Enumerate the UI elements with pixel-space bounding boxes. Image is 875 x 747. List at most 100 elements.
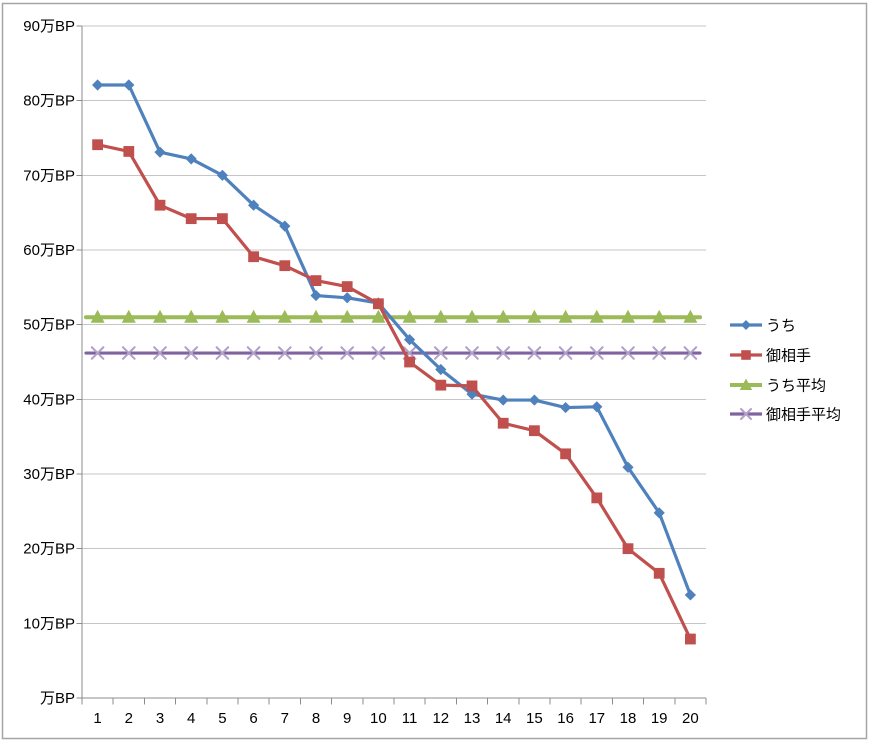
marker-uchi-heikin-triangle-icon	[402, 309, 417, 323]
marker-oaite-heikin-x-icon	[465, 346, 479, 360]
marker-oaite-square-icon	[622, 543, 634, 555]
marker-uchi-diamond-icon	[248, 199, 260, 211]
marker-oaite-heikin-x-icon	[215, 346, 230, 360]
marker-uchi-diamond-icon	[684, 589, 696, 601]
marker-uchi-diamond-icon	[92, 79, 104, 91]
x-axis-label: 12	[432, 710, 449, 727]
marker-uchi-diamond-icon	[123, 79, 135, 91]
legend-label-oaite: 御相手	[766, 348, 811, 365]
marker-uchi-diamond-icon	[560, 401, 572, 414]
x-axis-label: 20	[682, 710, 699, 727]
marker-oaite-square-icon	[123, 146, 135, 157]
marker-oaite-heikin-x-icon	[122, 346, 136, 360]
marker-oaite-heikin-x-icon	[246, 346, 261, 360]
series-oaite-heikin	[84, 346, 702, 360]
marker-uchi-heikin-triangle-icon	[465, 309, 479, 323]
marker-uchi-diamond-icon	[741, 320, 751, 330]
y-axis-label: 万BP	[40, 690, 75, 707]
y-axis-label: 30万BP	[23, 466, 75, 483]
marker-uchi-diamond-icon	[404, 334, 416, 346]
x-axis-label: 7	[281, 710, 289, 727]
marker-uchi-heikin-triangle-icon	[683, 309, 698, 323]
marker-uchi-heikin-triangle-icon	[496, 309, 511, 323]
marker-uchi-heikin-triangle-icon	[589, 309, 604, 323]
x-axis-label: 13	[464, 710, 481, 727]
marker-oaite-square-icon	[529, 425, 540, 437]
marker-uchi-diamond-icon	[591, 401, 603, 413]
marker-uchi-heikin-triangle-icon	[739, 378, 753, 390]
marker-oaite-square-icon	[92, 139, 103, 151]
x-axis-label: 6	[249, 710, 257, 727]
marker-oaite-square-icon	[248, 251, 259, 263]
y-axis-label: 80万BP	[23, 93, 75, 110]
marker-uchi-heikin-triangle-icon	[652, 309, 667, 323]
marker-oaite-heikin-x-icon	[90, 346, 105, 360]
x-axis-label: 3	[156, 710, 164, 727]
marker-uchi-diamond-icon	[279, 220, 291, 232]
marker-oaite-heikin-x-icon	[340, 346, 354, 360]
chart-frame-border	[1, 2, 868, 740]
x-axis-label: 15	[526, 710, 543, 727]
marker-uchi-heikin-triangle-icon	[558, 309, 573, 323]
marker-uchi-heikin-triangle-icon	[309, 309, 323, 323]
marker-oaite-square-icon	[217, 213, 228, 225]
marker-uchi-diamond-icon	[216, 169, 228, 181]
y-axis-label: 20万BP	[23, 541, 75, 558]
legend-item-oaite: 御相手	[730, 348, 811, 365]
marker-uchi-diamond-icon	[622, 461, 634, 473]
x-axis-label: 10	[370, 710, 387, 727]
marker-oaite-square-icon	[653, 567, 665, 579]
x-axis-label: 4	[187, 710, 195, 727]
y-axis-label: 10万BP	[23, 615, 75, 632]
legend-item-uchi: うち	[730, 318, 796, 335]
axes	[76, 25, 707, 705]
marker-oaite-square-icon	[591, 492, 603, 504]
marker-oaite-heikin-x-icon	[434, 346, 448, 360]
marker-uchi-diamond-icon	[185, 153, 197, 165]
marker-oaite-square-icon	[560, 448, 571, 460]
marker-oaite-square-icon	[685, 633, 696, 645]
x-axis-label: 18	[620, 710, 637, 727]
marker-oaite-heikin-x-icon	[527, 346, 542, 360]
legend-item-oaite-heikin: 御相手平均	[730, 407, 841, 424]
legend-label-uchi: うち	[766, 318, 796, 335]
marker-uchi-diamond-icon	[435, 363, 447, 376]
marker-uchi-diamond-icon	[497, 394, 509, 406]
y-axis-label: 60万BP	[23, 242, 75, 259]
marker-oaite-square-icon	[373, 298, 384, 310]
marker-uchi-heikin-triangle-icon	[371, 309, 386, 323]
marker-oaite-heikin-x-icon	[590, 346, 604, 360]
marker-oaite-square-icon	[497, 417, 509, 429]
marker-uchi-heikin-triangle-icon	[340, 309, 355, 323]
y-axis-label: 70万BP	[23, 167, 75, 184]
marker-oaite-heikin-x-icon	[309, 346, 323, 360]
series-oaite	[92, 139, 696, 645]
x-axis-label: 1	[93, 710, 101, 727]
marker-oaite-heikin-x-icon	[740, 408, 752, 420]
marker-oaite-square-icon	[741, 350, 751, 360]
series-uchi	[92, 79, 696, 601]
marker-uchi-heikin-triangle-icon	[433, 309, 448, 323]
marker-uchi-heikin-triangle-icon	[121, 309, 136, 323]
x-axis-label: 14	[495, 710, 512, 727]
marker-oaite-heikin-x-icon	[621, 346, 635, 360]
marker-uchi-heikin-triangle-icon	[621, 309, 635, 323]
marker-oaite-square-icon	[279, 260, 291, 272]
legend-label-oaite-heikin: 御相手平均	[766, 407, 841, 424]
gridlines	[82, 25, 706, 624]
marker-uchi-diamond-icon	[310, 289, 322, 302]
y-axis-label: 40万BP	[23, 391, 75, 408]
x-axis-label: 19	[651, 710, 668, 727]
marker-uchi-heikin-triangle-icon	[215, 309, 230, 323]
x-axis-label: 16	[557, 710, 574, 727]
marker-uchi-diamond-icon	[341, 292, 353, 304]
x-axis-label: 5	[218, 710, 226, 727]
marker-oaite-heikin-x-icon	[371, 346, 386, 360]
marker-oaite-square-icon	[341, 281, 353, 292]
marker-uchi-diamond-icon	[154, 146, 166, 158]
marker-oaite-square-icon	[435, 379, 447, 391]
marker-uchi-diamond-icon	[653, 507, 665, 519]
